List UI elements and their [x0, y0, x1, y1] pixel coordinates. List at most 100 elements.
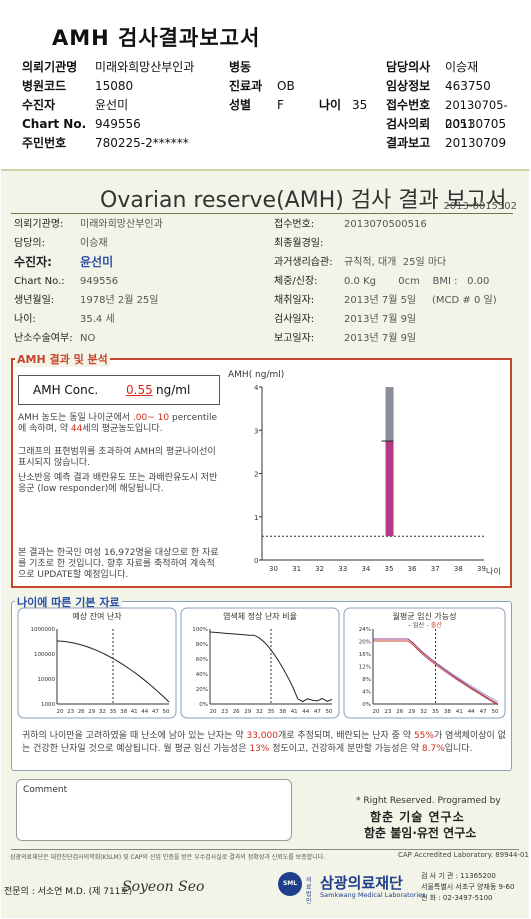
dept-label: 진료과	[229, 79, 263, 93]
amh-y-tick-label: 4	[254, 384, 259, 392]
r-test-value: 2013년 7월 9일	[344, 314, 417, 325]
chart-x-tick-label: 26	[233, 709, 240, 715]
chart-x-tick-label: 32	[99, 709, 106, 715]
amh-x-axis-label: 나이	[486, 566, 501, 576]
chart-title: 월평균 임신 가능성	[393, 611, 457, 621]
chart-x-tick-label: 44	[468, 709, 475, 715]
chart-x-tick-label: 26	[396, 709, 403, 715]
r-accept-label: 접수번호:	[274, 219, 315, 230]
summary-birth: 8.7%	[421, 744, 445, 754]
org-logo-icon: SML	[278, 872, 302, 896]
chart-x-tick-label: 23	[67, 709, 74, 715]
summary-normal: 55%	[413, 731, 434, 741]
r-doctor-label: 담당의:	[14, 238, 45, 249]
amh-p1c: percentile에 속하며, 약	[18, 413, 217, 434]
amh-section-title: AMH 결과 및 분석	[15, 351, 110, 367]
chart-frame	[180, 607, 340, 719]
chart-x-tick-label: 50	[163, 709, 170, 715]
amh-x-tick-label: 36	[408, 565, 417, 573]
signer: 전문의 : 서소연 M.D. (제 711호)	[4, 887, 133, 897]
ward-label: 병동	[229, 60, 252, 74]
amh-conc-box: AMH Conc. 0.55 ng/ml	[18, 375, 220, 405]
r-body-label: 체중/신장:	[274, 276, 318, 287]
org-info: 검 사 기 관 : 11365200 서울특별시 서초구 양재동 9-60 전 …	[421, 871, 514, 904]
r-body-value: 0.0 Kg 0cm BMI : 0.00	[344, 276, 490, 287]
summary-eggs: 33,000	[246, 731, 278, 741]
chart-y-tick-label: 100000	[34, 652, 55, 658]
accept-value: 20130705-0051	[445, 98, 508, 131]
r-hospital-value: 미래와희망산부인과	[80, 219, 163, 230]
chart-x-tick-label: 20	[373, 709, 380, 715]
amh-x-tick-label: 37	[431, 565, 440, 573]
pregnancy-curve	[373, 638, 499, 705]
r-collect-value: 2013년 7월 5일 (MCD # 0 일)	[344, 295, 497, 306]
amh-x-tick-label: 31	[292, 565, 301, 573]
r-history-label: 과거생리습관:	[274, 257, 333, 268]
birth-curve	[373, 640, 499, 706]
chart-x-tick-label: 38	[279, 709, 286, 715]
chart-x-tick-label: 32	[256, 709, 263, 715]
r-collect-label: 채취일자:	[274, 295, 315, 306]
chart-x-tick-label: 35	[268, 709, 275, 715]
chart-x-tick-label: 38	[444, 709, 451, 715]
pregnancy-chart: 월평균 임신 가능성 24% 20% 16% 12% 8% 4% 0%20 23 26 29 32 35…	[343, 607, 506, 719]
chart-y-tick-label: 0%	[362, 702, 371, 708]
amh-x-tick-label: 30	[269, 565, 278, 573]
age-value: 35	[352, 98, 368, 112]
amh-paragraph-3: 난소반응 예측 결과 배란유도 또는 과배란유도시 저반응군 (low resp…	[18, 473, 218, 494]
amh-x-tick-label: 32	[315, 565, 324, 573]
chart-x-tick-label: 32	[420, 709, 427, 715]
summary-pregnancy: 13%	[249, 744, 270, 754]
chart-x-tick-label: 26	[78, 709, 85, 715]
chart-y-tick-label: 24%	[359, 627, 371, 633]
chart-title: 염색체 정상 난자 비율	[223, 611, 297, 621]
amh-chart-ylabel: AMH( ng/ml)	[228, 370, 284, 380]
amh-p1a: AMH 농도는 동일 나이군에서	[18, 413, 133, 423]
chart-y-tick-label: 40%	[196, 672, 208, 678]
chart-x-tick-label: 41	[456, 709, 463, 715]
amh-y-tick-label: 1	[254, 514, 258, 522]
footer-divider	[11, 849, 519, 850]
chart-x-tick-label: 29	[244, 709, 251, 715]
request-value: 20130705	[445, 117, 507, 131]
patient-label: 수진자	[22, 98, 56, 112]
chart-x-tick-label: 29	[88, 709, 95, 715]
r-hospital-label: 의뢰기관명:	[14, 219, 64, 230]
chart-y-tick-label: 1000	[41, 702, 55, 708]
amh-paragraph-2: 그래프의 표현범위를 초과하여 AMH의 평균나이선이 표시되지 않습니다.	[18, 447, 216, 468]
clinic-value: 463750	[445, 79, 491, 93]
amh-conc-label: AMH Conc.	[33, 383, 99, 397]
r-surgery-label: 난소수술여부:	[14, 333, 73, 344]
r-history-value: 규칙적, 대개 25일 마다	[344, 257, 447, 268]
report-title: AMH 검사결과보고서	[52, 26, 261, 50]
sheet-title: Ovarian reserve(AMH) 검사 결과 보고서	[100, 188, 507, 213]
signature: Soyeon Seo	[122, 879, 205, 895]
clinic-label: 임상정보	[386, 79, 431, 93]
r-report-label: 보고일자:	[274, 333, 315, 344]
chart-y-tick-label: 100%	[192, 627, 208, 633]
chart-y-tick-label: 8%	[362, 677, 371, 683]
doctor-value: 이승재	[445, 60, 479, 74]
comment-box: Comment	[16, 779, 292, 841]
amh-p1b: .00~ 10	[132, 413, 170, 423]
chart-x-tick-label: 29	[408, 709, 415, 715]
chart-y-tick-label: 20%	[196, 687, 208, 693]
chart-frame	[343, 607, 506, 719]
amh-paragraph-1: AMH 농도는 동일 나이군에서 .00~ 10 percentile에 속하며…	[18, 413, 218, 435]
legend-birth: – 출산	[426, 621, 442, 629]
amh-y-tick-label: 3	[254, 427, 258, 435]
cap-text: CAP Accredited Laboratory. 89944-01	[398, 851, 529, 859]
request-label: 검사의뢰	[386, 117, 431, 131]
chart-x-tick-label: 47	[480, 709, 487, 715]
chart-y-tick-label: 20%	[359, 640, 371, 646]
chart-y-tick-label: 16%	[359, 652, 371, 658]
patient-info: 의뢰기관명: 미래와희망산부인과 담당의: 이승재 수진자: 윤선미 Chart…	[14, 215, 514, 345]
chart-y-tick-label: 4%	[362, 690, 371, 696]
chart-y-tick-label: 1000000	[31, 627, 56, 633]
chart-x-tick-label: 35	[432, 709, 439, 715]
result-value: 20130709	[445, 136, 507, 150]
org-name: 삼광의료재단	[320, 874, 403, 892]
pregnancy-legend: – 임신 – 출산	[408, 621, 442, 629]
r-age-label: 나이:	[14, 314, 36, 325]
chart-x-tick-label: 23	[384, 709, 391, 715]
